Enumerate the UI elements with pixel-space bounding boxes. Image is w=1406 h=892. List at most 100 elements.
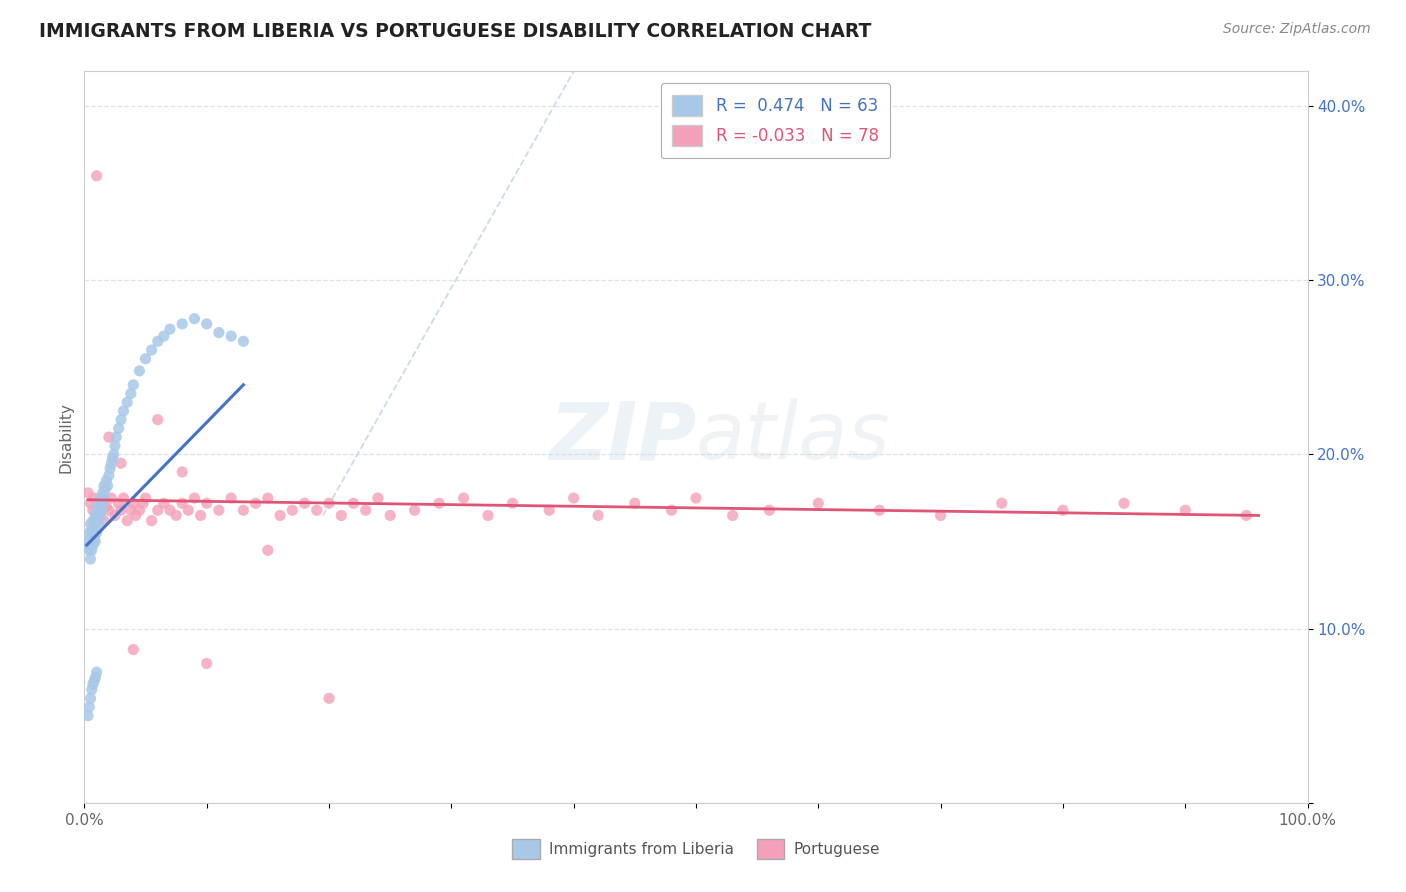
Point <box>195 317 218 331</box>
Point <box>245 496 267 510</box>
Point <box>98 461 121 475</box>
Point <box>115 514 138 528</box>
Point <box>89 508 111 523</box>
Point <box>177 503 200 517</box>
Point <box>87 496 110 510</box>
Point <box>122 377 145 392</box>
Point <box>1052 503 1074 517</box>
Point <box>100 456 122 470</box>
Point <box>104 508 127 523</box>
Y-axis label: Disability: Disability <box>58 401 73 473</box>
Point <box>87 517 110 532</box>
Point <box>208 326 231 340</box>
Point <box>146 334 169 349</box>
Point <box>91 496 114 510</box>
Point <box>90 503 112 517</box>
Text: atlas: atlas <box>696 398 891 476</box>
Point <box>404 503 426 517</box>
Text: ZIP: ZIP <box>548 398 696 476</box>
Point <box>89 503 111 517</box>
Point <box>159 503 181 517</box>
Point <box>87 514 110 528</box>
Point <box>107 496 129 510</box>
Point <box>330 508 353 523</box>
Point <box>183 311 205 326</box>
Point <box>83 531 105 545</box>
Point <box>82 514 104 528</box>
Point <box>96 474 118 488</box>
Point <box>159 322 181 336</box>
Point <box>101 450 124 465</box>
Point <box>77 538 100 552</box>
Point <box>77 485 100 500</box>
Point <box>79 691 101 706</box>
Point <box>195 657 218 671</box>
Point <box>84 508 107 523</box>
Point <box>132 496 155 510</box>
Point <box>367 491 389 505</box>
Point <box>1174 503 1197 517</box>
Point <box>91 491 114 505</box>
Point <box>153 496 176 510</box>
Point <box>758 503 780 517</box>
Point <box>318 496 340 510</box>
Point <box>538 503 561 517</box>
Point <box>86 665 108 680</box>
Point <box>80 682 103 697</box>
Point <box>183 491 205 505</box>
Point <box>94 483 117 497</box>
Point <box>86 169 108 183</box>
Point <box>305 503 328 517</box>
Point <box>77 543 100 558</box>
Point <box>79 496 101 510</box>
Point <box>135 491 157 505</box>
Point <box>172 317 194 331</box>
Point <box>294 496 316 510</box>
Point <box>84 534 107 549</box>
Point <box>91 485 114 500</box>
Point <box>281 503 304 517</box>
Point <box>721 508 744 523</box>
Point <box>257 543 280 558</box>
Point <box>80 525 103 540</box>
Point <box>195 496 218 510</box>
Point <box>87 500 110 514</box>
Point <box>190 508 212 523</box>
Point <box>562 491 585 505</box>
Point <box>122 496 145 510</box>
Point <box>97 430 120 444</box>
Point <box>93 491 115 505</box>
Point <box>172 465 194 479</box>
Point <box>86 508 108 523</box>
Point <box>122 642 145 657</box>
Point <box>97 479 120 493</box>
Point <box>100 491 122 505</box>
Point <box>172 496 194 510</box>
Point <box>141 343 163 357</box>
Point <box>110 456 132 470</box>
Point <box>269 508 291 523</box>
Point <box>135 351 157 366</box>
Legend: Immigrants from Liberia, Portuguese: Immigrants from Liberia, Portuguese <box>506 833 886 864</box>
Point <box>97 503 120 517</box>
Point <box>125 508 148 523</box>
Point <box>232 503 254 517</box>
Point <box>104 439 127 453</box>
Point <box>146 503 169 517</box>
Point <box>165 508 187 523</box>
Text: Source: ZipAtlas.com: Source: ZipAtlas.com <box>1223 22 1371 37</box>
Point <box>685 491 707 505</box>
Point <box>79 552 101 566</box>
Point <box>112 404 135 418</box>
Point <box>82 677 104 691</box>
Point <box>97 468 120 483</box>
Point <box>120 386 142 401</box>
Point <box>929 508 952 523</box>
Point <box>120 503 142 517</box>
Point <box>77 700 100 714</box>
Point <box>869 503 891 517</box>
Point <box>991 496 1014 510</box>
Point <box>103 448 125 462</box>
Point <box>1114 496 1136 510</box>
Point <box>219 329 242 343</box>
